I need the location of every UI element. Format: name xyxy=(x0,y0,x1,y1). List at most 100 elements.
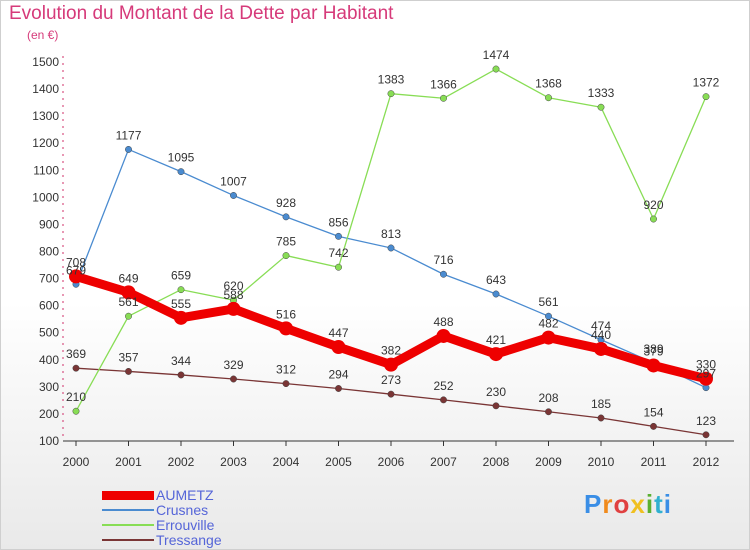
data-point-crusnes xyxy=(440,270,447,278)
data-label-aumetz: 382 xyxy=(381,344,401,358)
data-point-tressange xyxy=(177,371,185,379)
x-tick-label: 2008 xyxy=(483,455,510,469)
data-point-errouville xyxy=(335,263,342,271)
data-label-errouville: 1366 xyxy=(430,77,457,91)
data-label-crusnes: 297 xyxy=(696,367,716,381)
data-label-crusnes: 928 xyxy=(276,196,296,210)
data-point-errouville xyxy=(72,407,80,415)
data-label-errouville: 1333 xyxy=(588,86,615,100)
data-point-errouville xyxy=(702,93,710,101)
proxiti-logo: Proxiti xyxy=(584,489,672,520)
data-label-errouville: 742 xyxy=(328,246,348,260)
data-label-tressange: 329 xyxy=(223,358,243,372)
data-point-aumetz xyxy=(489,347,503,362)
data-label-aumetz: 588 xyxy=(223,288,243,302)
data-point-tressange xyxy=(702,431,710,439)
data-point-crusnes xyxy=(335,232,342,240)
legend-label: AUMETZ xyxy=(156,487,214,503)
y-tick-label: 1300 xyxy=(32,109,59,123)
y-tick-label: 1100 xyxy=(33,163,59,177)
data-point-crusnes xyxy=(492,290,500,298)
data-point-aumetz xyxy=(436,328,451,343)
x-tick-label: 2001 xyxy=(115,455,142,469)
data-label-aumetz: 555 xyxy=(171,297,191,311)
data-label-aumetz: 440 xyxy=(591,328,611,342)
data-point-tressange xyxy=(650,422,657,430)
data-label-tressange: 273 xyxy=(381,373,401,387)
x-tick-label: 2005 xyxy=(325,455,352,469)
y-tick-label: 500 xyxy=(39,326,59,340)
y-tick-label: 700 xyxy=(39,272,59,286)
data-label-crusnes: 643 xyxy=(486,273,506,287)
data-point-tressange xyxy=(597,414,605,422)
y-tick-label: 400 xyxy=(39,353,59,367)
data-label-crusnes: 813 xyxy=(381,227,401,241)
data-label-tressange: 208 xyxy=(538,391,558,405)
data-point-aumetz xyxy=(699,371,713,386)
x-tick-label: 2000 xyxy=(63,455,90,469)
y-tick-label: 100 xyxy=(39,434,59,448)
data-label-tressange: 294 xyxy=(328,367,348,381)
y-tick-label: 1000 xyxy=(32,190,59,204)
data-label-crusnes: 389 xyxy=(643,342,663,356)
data-point-tressange xyxy=(387,390,395,398)
data-point-aumetz xyxy=(331,340,346,355)
data-point-errouville xyxy=(650,215,657,223)
data-label-crusnes: 1095 xyxy=(168,151,195,165)
x-tick-label: 2010 xyxy=(588,455,615,469)
data-label-tressange: 312 xyxy=(276,363,296,377)
logo-letter: t xyxy=(654,489,664,519)
data-label-crusnes: 1177 xyxy=(116,128,142,142)
chart-title: Evolution du Montant de la Dette par Hab… xyxy=(9,3,394,24)
legend-swatch xyxy=(102,524,154,526)
data-label-tressange: 230 xyxy=(486,385,506,399)
x-tick-label: 2009 xyxy=(535,455,562,469)
y-tick-label: 1500 xyxy=(32,55,59,69)
data-point-tressange xyxy=(282,380,290,388)
data-point-tressange xyxy=(72,364,80,372)
data-point-aumetz xyxy=(384,357,398,372)
data-point-crusnes xyxy=(177,168,185,176)
data-label-errouville: 785 xyxy=(276,235,296,249)
data-label-errouville: 1383 xyxy=(378,73,405,87)
data-label-tressange: 357 xyxy=(118,350,138,364)
y-tick-label: 300 xyxy=(39,380,59,394)
legend-item-tressange: Tressange xyxy=(102,533,222,547)
x-tick-label: 2011 xyxy=(641,455,667,469)
y-tick-label: 900 xyxy=(39,217,59,231)
data-point-aumetz xyxy=(121,285,136,300)
data-label-aumetz: 516 xyxy=(276,307,296,321)
data-point-crusnes xyxy=(387,244,395,252)
data-label-tressange: 154 xyxy=(643,405,663,419)
data-point-errouville xyxy=(282,252,290,260)
y-tick-label: 600 xyxy=(39,299,59,313)
legend-label: Errouville xyxy=(156,517,215,533)
logo-letter: o xyxy=(613,489,631,519)
data-point-aumetz xyxy=(69,269,83,284)
data-label-errouville: 659 xyxy=(171,269,191,283)
data-label-tressange: 369 xyxy=(66,347,86,361)
data-point-aumetz xyxy=(226,301,241,316)
y-tick-label: 1400 xyxy=(32,82,59,96)
data-label-tressange: 344 xyxy=(171,354,191,368)
data-label-aumetz: 708 xyxy=(66,255,86,269)
legend-item-aumetz: AUMETZ xyxy=(102,488,214,502)
data-point-errouville xyxy=(440,94,447,102)
data-point-crusnes xyxy=(230,192,237,199)
data-point-errouville xyxy=(492,65,500,73)
chart-subtitle: (en €) xyxy=(27,28,59,42)
logo-letter: r xyxy=(602,489,614,519)
legend-item-errouville: Errouville xyxy=(102,518,214,532)
data-label-tressange: 185 xyxy=(591,397,611,411)
legend-swatch xyxy=(102,539,154,541)
data-label-errouville: 920 xyxy=(643,198,663,212)
data-point-crusnes xyxy=(125,145,132,153)
x-tick-label: 2007 xyxy=(430,455,457,469)
data-label-crusnes: 679 xyxy=(66,263,86,277)
data-point-crusnes xyxy=(282,213,290,221)
x-tick-label: 2012 xyxy=(693,455,720,469)
data-point-aumetz xyxy=(541,330,556,345)
data-label-crusnes: 716 xyxy=(433,253,453,267)
